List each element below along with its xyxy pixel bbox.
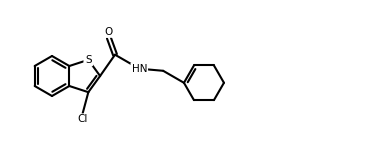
- Text: Cl: Cl: [78, 114, 88, 124]
- Text: S: S: [85, 55, 92, 65]
- Text: HN: HN: [131, 64, 147, 74]
- Text: O: O: [105, 27, 113, 37]
